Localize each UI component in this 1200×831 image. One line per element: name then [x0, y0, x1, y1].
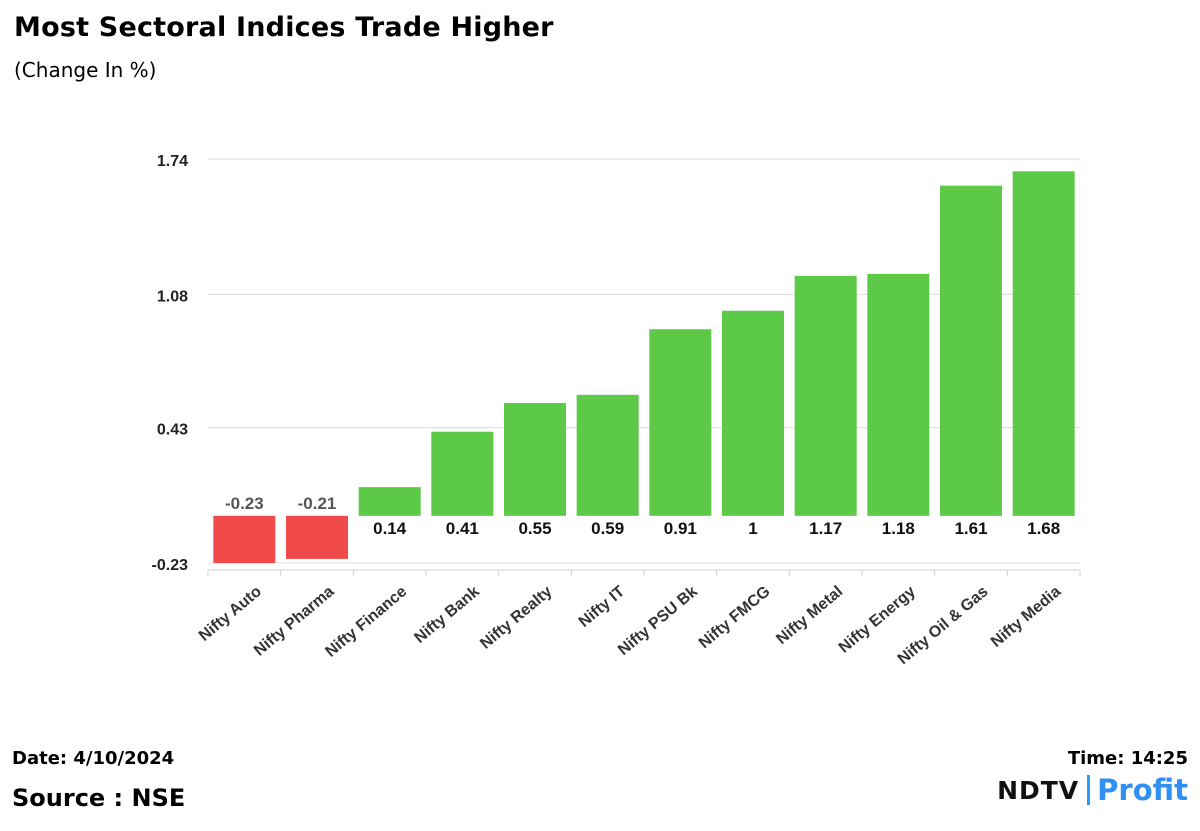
- x-tick-label: Nifty Metal: [773, 583, 846, 648]
- data-label: 0.91: [664, 519, 697, 538]
- bar: [649, 329, 712, 516]
- y-tick-label: -0.23: [152, 557, 189, 574]
- data-label: 1.68: [1027, 519, 1060, 538]
- source-label: Source : NSE: [12, 784, 186, 812]
- data-label: -0.21: [298, 494, 337, 513]
- data-label: 0.55: [518, 519, 551, 538]
- x-tick-label: Nifty Realty: [477, 583, 555, 653]
- x-tick-label: Nifty Bank: [411, 583, 483, 647]
- y-tick-label: 1.08: [157, 288, 188, 305]
- bar: [431, 431, 494, 516]
- bar: [794, 275, 857, 516]
- bar: [504, 403, 566, 516]
- logo-profit-text: Profit: [1097, 773, 1188, 807]
- bar: [722, 310, 784, 516]
- data-label: 1.17: [809, 519, 842, 538]
- bar: [940, 185, 1002, 516]
- x-tick-label: Nifty FMCG: [696, 583, 774, 652]
- y-tick-label: 1.74: [157, 153, 188, 170]
- ndtv-profit-logo: NDTV Profit: [997, 772, 1188, 808]
- bar: [213, 515, 276, 563]
- x-tick-label: Nifty Auto: [196, 583, 265, 645]
- data-label: 1: [748, 519, 757, 538]
- time-label: Time: 14:25: [1067, 748, 1188, 769]
- chart-title: Most Sectoral Indices Trade Higher: [14, 12, 554, 43]
- bar: [867, 273, 930, 516]
- logo-divider: [1087, 775, 1091, 805]
- data-label: 1.61: [954, 519, 987, 538]
- bar: [1012, 171, 1075, 516]
- logo-ndtv-text: NDTV: [997, 775, 1080, 805]
- bar-chart: -0.23 0.43 1.08 1.74 -0.23 Nifty Auto -0.21 Nif…: [152, 153, 1081, 668]
- y-tick-label: 0.43: [157, 422, 188, 439]
- x-tick-label: Nifty Media: [988, 583, 1064, 651]
- bar: [576, 394, 639, 516]
- x-tick-label: Nifty IT: [576, 583, 629, 631]
- x-tick-label: Nifty PSU Bk: [615, 583, 701, 659]
- bar: [286, 515, 348, 559]
- data-label: 0.14: [373, 519, 407, 538]
- date-label: Date: 4/10/2024: [12, 748, 175, 769]
- data-label: 0.41: [446, 519, 479, 538]
- data-label: 0.59: [591, 519, 624, 538]
- chart-subtitle: (Change In %): [14, 58, 157, 82]
- data-label: 1.18: [882, 519, 915, 538]
- bar: [358, 487, 421, 516]
- data-label: -0.23: [225, 494, 264, 513]
